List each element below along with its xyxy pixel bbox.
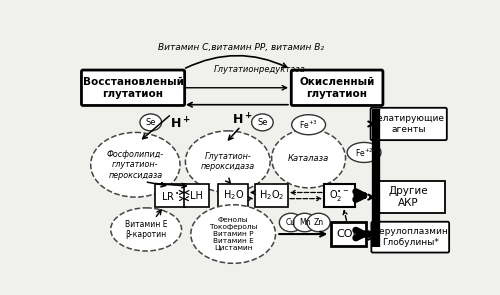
Ellipse shape xyxy=(90,132,180,197)
Text: Церулоплазмин
Глобулины*: Церулоплазмин Глобулины* xyxy=(372,227,448,247)
Text: Другие
АКР: Другие АКР xyxy=(389,186,428,208)
Text: Se: Se xyxy=(146,118,156,127)
Text: Фосфолипид-
глутатион-
пероксидаза: Фосфолипид- глутатион- пероксидаза xyxy=(107,150,164,180)
Ellipse shape xyxy=(140,114,162,131)
Text: Хелатирующие
агенты: Хелатирующие агенты xyxy=(372,114,445,134)
Ellipse shape xyxy=(186,131,270,192)
Ellipse shape xyxy=(292,115,326,135)
Text: $\mathbf{H^+}$: $\mathbf{H^+}$ xyxy=(232,112,252,128)
Text: Фенолы
Токоферолы
Витамин Р
Витамин Е
Цистамин: Фенолы Токоферолы Витамин Р Витамин Е Ци… xyxy=(209,217,258,251)
FancyBboxPatch shape xyxy=(292,70,383,106)
FancyBboxPatch shape xyxy=(82,70,184,106)
Text: Fe$^{+2}$: Fe$^{+2}$ xyxy=(355,146,374,159)
Text: Витамин Е
β-каротин: Витамин Е β-каротин xyxy=(125,220,168,239)
Text: H$_2$O: H$_2$O xyxy=(222,189,244,202)
Text: COD: COD xyxy=(336,229,361,239)
Ellipse shape xyxy=(280,213,302,232)
Text: Глутатионредуктаза: Глутатионредуктаза xyxy=(214,65,306,74)
Ellipse shape xyxy=(110,208,182,251)
FancyBboxPatch shape xyxy=(184,184,208,207)
FancyBboxPatch shape xyxy=(256,184,288,207)
FancyBboxPatch shape xyxy=(218,184,248,207)
Text: Se: Se xyxy=(257,118,268,127)
FancyBboxPatch shape xyxy=(372,222,449,253)
FancyBboxPatch shape xyxy=(372,181,445,213)
Ellipse shape xyxy=(272,129,345,188)
Text: Fe$^{+3}$: Fe$^{+3}$ xyxy=(300,119,318,131)
FancyBboxPatch shape xyxy=(331,222,366,246)
Text: Каталаза: Каталаза xyxy=(288,154,329,163)
Text: LH: LH xyxy=(190,191,202,201)
Text: Восстановленый
глутатион: Восстановленый глутатион xyxy=(82,77,184,99)
Text: O$_2^{\bullet-}$: O$_2^{\bullet-}$ xyxy=(329,188,349,203)
Text: Zn: Zn xyxy=(314,218,324,227)
Text: Глутатион-
пероксидаза: Глутатион- пероксидаза xyxy=(200,152,255,171)
Text: $\mathbf{H^+}$: $\mathbf{H^+}$ xyxy=(170,116,191,132)
Text: Окисленный
глутатион: Окисленный глутатион xyxy=(300,77,375,99)
Ellipse shape xyxy=(347,142,381,163)
FancyBboxPatch shape xyxy=(370,108,447,140)
Text: Витамин С,витамин РР, витамин В₂: Витамин С,витамин РР, витамин В₂ xyxy=(158,43,324,52)
Ellipse shape xyxy=(293,213,316,232)
Text: Cu: Cu xyxy=(286,218,296,227)
FancyBboxPatch shape xyxy=(324,184,355,207)
Text: LR$^\bullet$: LR$^\bullet$ xyxy=(160,190,180,201)
FancyBboxPatch shape xyxy=(155,184,185,207)
Text: H$_2$O$_2$: H$_2$O$_2$ xyxy=(259,189,284,202)
Ellipse shape xyxy=(307,213,330,232)
Ellipse shape xyxy=(191,205,276,263)
Text: Mn: Mn xyxy=(299,218,310,227)
Ellipse shape xyxy=(252,114,273,131)
